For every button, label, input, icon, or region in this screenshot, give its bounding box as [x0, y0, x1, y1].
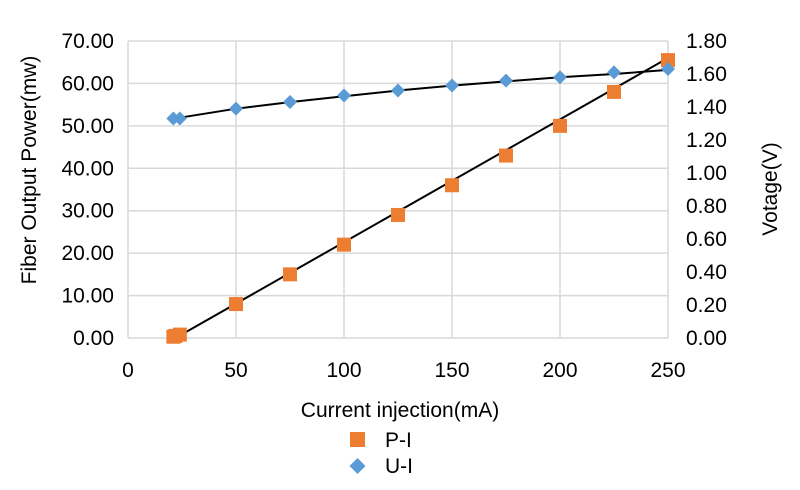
legend: P-I U-I	[349, 429, 413, 478]
x-tick-label: 150	[434, 359, 469, 382]
y-tick-label: 30.00	[61, 200, 114, 223]
marker-layer	[166, 53, 675, 344]
y2-tick-label: 0.80	[686, 195, 727, 218]
data-point-p-i	[229, 297, 243, 312]
y-tick-label: 20.00	[61, 242, 114, 265]
data-point-p-i	[172, 327, 187, 342]
x-tick-label: 200	[542, 359, 577, 382]
legend-label-p-i: P-I	[385, 429, 412, 452]
legend-marker-u-i	[349, 458, 366, 474]
data-point-p-i	[499, 148, 513, 163]
data-point-p-i	[391, 207, 405, 222]
y2-axis-title: Votage(V)	[759, 142, 782, 235]
y-axis-title: Fiber Output Power(mw)	[18, 56, 41, 285]
y2-tick-label: 1.20	[686, 129, 727, 152]
trendline-p-i	[175, 57, 669, 339]
y-tick-label: 0.00	[73, 327, 114, 350]
data-point-u-i	[661, 62, 675, 77]
data-point-u-i	[337, 88, 351, 103]
data-point-p-i	[553, 118, 567, 133]
y2-tick-label: 1.00	[686, 162, 727, 185]
legend-item-u-i: U-I	[349, 455, 413, 478]
data-point-p-i	[445, 178, 459, 193]
legend-item-p-i: P-I	[350, 429, 412, 452]
data-point-u-i	[607, 65, 621, 80]
data-point-u-i	[283, 95, 297, 110]
y-tick-label: 50.00	[61, 115, 114, 138]
data-point-u-i	[172, 111, 187, 126]
y-tick-label: 70.00	[61, 30, 114, 53]
data-point-u-i	[499, 73, 513, 88]
data-point-p-i	[607, 84, 621, 99]
y2-tick-label: 0.20	[686, 294, 727, 317]
data-point-u-i	[553, 70, 567, 85]
y-tick-label: 60.00	[61, 72, 114, 95]
data-point-u-i	[391, 83, 405, 98]
legend-marker-p-i	[350, 432, 365, 447]
grid-layer	[127, 40, 669, 339]
x-tick-label: 0	[122, 359, 134, 382]
y-tick-label: 10.00	[61, 285, 114, 308]
x-tick-label: 100	[326, 359, 361, 382]
y2-tick-label: 1.60	[686, 63, 727, 86]
data-point-u-i	[445, 78, 459, 93]
x-tick-label: 50	[224, 359, 247, 382]
y2-tick-label: 0.00	[686, 327, 727, 350]
y2-tick-label: 1.80	[686, 30, 727, 53]
y-tick-label: 40.00	[61, 157, 114, 180]
x-axis-title: Current injection(mA)	[301, 399, 499, 422]
data-point-u-i	[229, 101, 243, 116]
y2-tick-label: 0.40	[686, 261, 727, 284]
legend-label-u-i: U-I	[385, 455, 413, 478]
data-point-p-i	[283, 267, 297, 282]
trendline-u-i	[173, 68, 669, 122]
data-point-p-i	[661, 53, 675, 68]
data-point-p-i	[337, 237, 351, 252]
y2-tick-label: 1.40	[686, 96, 727, 119]
x-tick-label: 250	[650, 359, 685, 382]
y2-tick-label: 0.60	[686, 228, 727, 251]
tick-label-layer: 0 50 100 150 200 2500.0010.0020.0030.0040.005…	[61, 30, 726, 382]
